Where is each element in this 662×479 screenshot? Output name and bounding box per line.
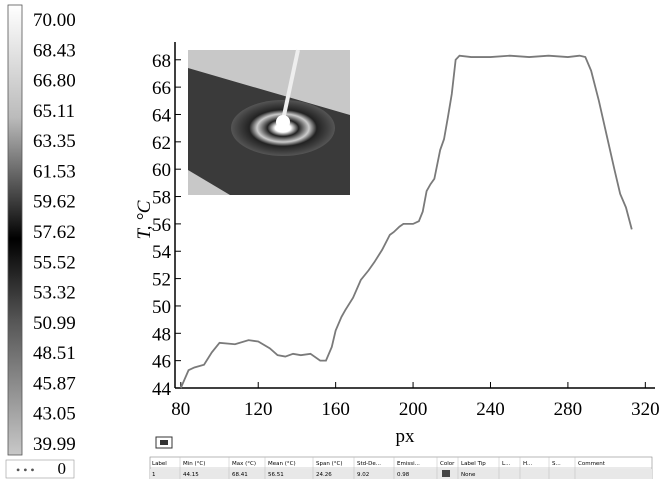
y-tick-label: 58 [152, 188, 171, 209]
table-header: Label Tip [461, 461, 486, 467]
colorbar-label: 68.43 [33, 40, 76, 61]
inset-image [188, 49, 350, 195]
colorbar-label: 66.80 [33, 71, 76, 92]
y-tick-label: 64 [152, 105, 172, 126]
colorbar-label: 59.62 [33, 192, 76, 213]
table-cell: None [461, 472, 476, 478]
colorbar-label: 65.11 [33, 101, 75, 122]
y-tick-label: 44 [152, 379, 172, 400]
colorbar-label: 57.62 [33, 222, 76, 243]
offset-label: 0 [58, 459, 67, 478]
table-header: Mean (°C) [268, 461, 296, 467]
table-header: Comment [578, 461, 606, 467]
table-cell: 68.41 [232, 472, 248, 478]
table-header: S... [552, 461, 561, 467]
x-tick-label: 80 [171, 399, 190, 420]
colorbar-label: 55.52 [33, 252, 76, 273]
table-cell: 1 [152, 472, 156, 478]
y-tick-label: 68 [152, 51, 171, 72]
table-header: Color [440, 461, 455, 467]
x-tick-label: 120 [244, 399, 273, 420]
table-header: Max (°C) [232, 461, 256, 467]
colorbar-label: 39.99 [33, 434, 76, 455]
table-header: Label [152, 461, 167, 467]
table-cell: 56.51 [268, 472, 284, 478]
y-tick-label: 56 [152, 215, 171, 236]
x-tick-label: 240 [476, 399, 505, 420]
y-tick-label: 62 [152, 133, 171, 154]
dots: • • • [16, 463, 35, 477]
table-header: Span (°C) [316, 461, 342, 467]
table-header: Std-De... [357, 461, 381, 467]
y-tick-label: 66 [152, 78, 171, 99]
colorbar-label: 61.53 [33, 161, 76, 182]
x-tick-label: 280 [554, 399, 583, 420]
y-tick-label: 46 [152, 352, 171, 373]
y-tick-label: 54 [152, 242, 172, 263]
y-tick-label: 52 [152, 270, 171, 291]
x-axis-label: px [396, 426, 416, 447]
line-series [179, 54, 633, 389]
colorbar-label: 63.35 [33, 131, 76, 152]
colorbar-label: 45.87 [33, 373, 76, 394]
table-header: Min (°C) [183, 461, 205, 467]
table-header: Emissi... [397, 461, 420, 467]
x-tick-label: 320 [631, 399, 660, 420]
table-header: L... [502, 461, 511, 467]
table-row [150, 469, 652, 479]
table-cell: 44.15 [183, 472, 199, 478]
table-cell: 9.02 [357, 472, 369, 478]
colorbar-label: 48.51 [33, 343, 76, 364]
y-tick-label: 50 [152, 297, 171, 318]
colorbar-label: 50.99 [33, 313, 76, 334]
y-axis-label: T, °C [134, 200, 155, 239]
colorbar-label: 70.00 [33, 10, 76, 31]
offset-box [5, 459, 75, 479]
table-cell: 24.26 [316, 472, 332, 478]
table-header: H... [523, 461, 533, 467]
x-tick-label: 200 [399, 399, 428, 420]
colorbar-label: 53.32 [33, 283, 76, 304]
table-icon-inner [160, 440, 168, 445]
colorbar-label: 43.05 [33, 404, 76, 425]
table-cell: 0.98 [397, 472, 410, 478]
y-tick-label: 48 [152, 324, 171, 345]
color-swatch [442, 470, 450, 477]
colorbar [7, 4, 23, 456]
y-tick-label: 60 [152, 160, 171, 181]
x-tick-label: 160 [321, 399, 350, 420]
